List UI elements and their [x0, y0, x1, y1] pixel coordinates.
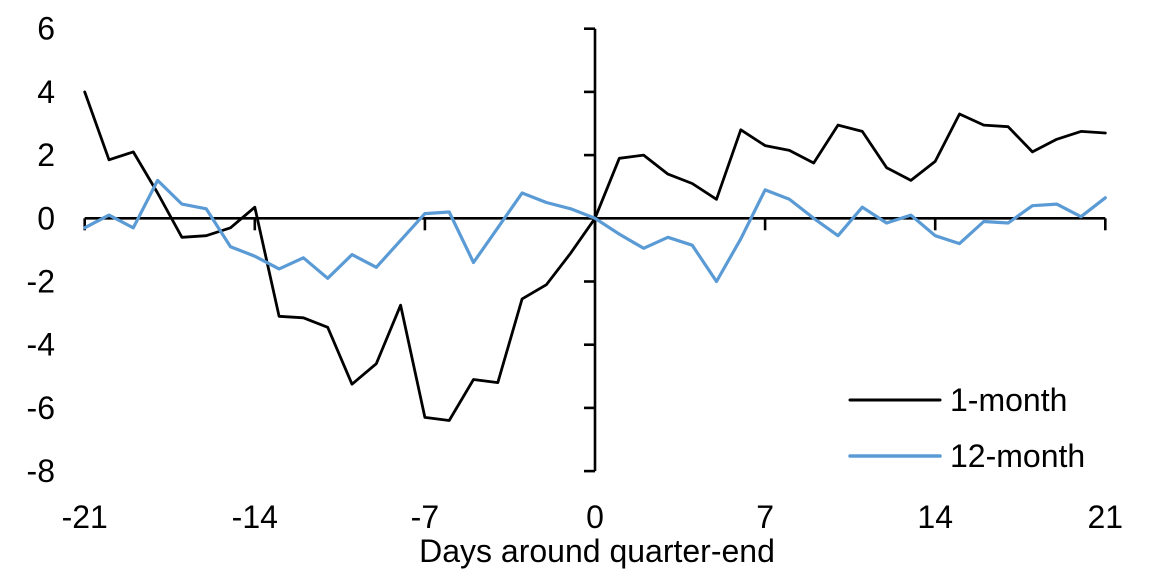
series-line-12-month: [83, 178, 1107, 284]
y-tick-label: -8: [27, 453, 55, 489]
x-tick-label: 14: [917, 499, 953, 535]
x-axis-title: Days around quarter-end: [419, 533, 775, 569]
legend-label-12-month: 12-month: [950, 438, 1085, 474]
legend-label-1-month: 1-month: [950, 382, 1067, 418]
legend: 1-month 12-month: [848, 382, 1085, 474]
y-tick-label: -6: [27, 390, 55, 426]
x-tick-label: -21: [62, 499, 108, 535]
y-tick-label: 0: [37, 200, 55, 236]
x-tick-label: 21: [1088, 499, 1124, 535]
y-tick-label: -4: [27, 327, 55, 363]
y-tick-label: 2: [37, 137, 55, 173]
x-tick-label: -14: [232, 499, 278, 535]
tick-labels: -21 -14 -7 0 7 14 21 6 4 2 0 -2 -4 -6 -8: [27, 11, 1124, 535]
series-lines: [83, 90, 1107, 422]
y-tick-label: -2: [27, 264, 55, 300]
x-tick-label: 7: [756, 499, 774, 535]
y-tick-label: 4: [37, 74, 55, 110]
x-tick-label: -7: [411, 499, 439, 535]
x-tick-label: 0: [586, 499, 604, 535]
y-tick-label: 6: [37, 11, 55, 47]
